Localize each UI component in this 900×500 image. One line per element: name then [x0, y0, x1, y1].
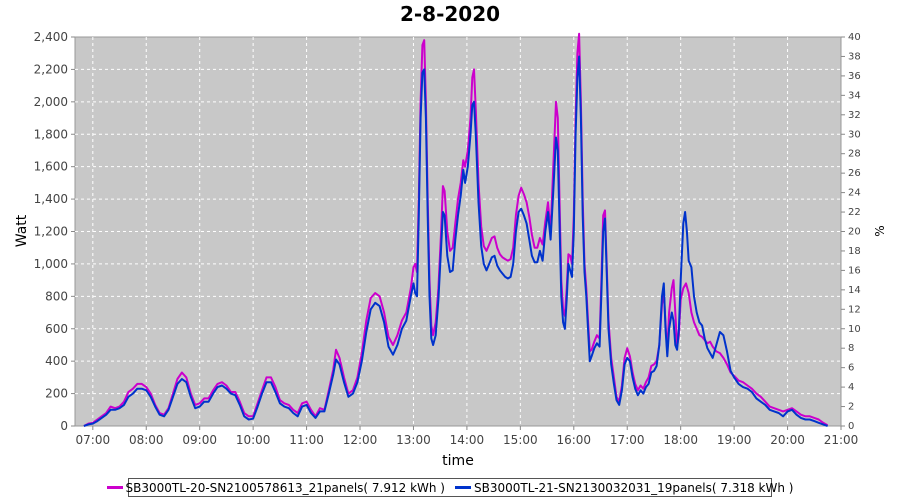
y2-tick-label: 12 — [848, 304, 861, 315]
y2-tick-label: 36 — [848, 71, 861, 82]
legend-item-series-1: SB3000TL-20-SN2100578613_21panels( 7.912… — [106, 480, 445, 495]
legend-label-series-2: SB3000TL-21-SN2130032031_19panels( 7.318… — [474, 480, 794, 495]
axis-layer: 02004006008001,0001,2001,4001,6001,8002,… — [34, 30, 861, 447]
y-tick-label: 1,000 — [34, 257, 68, 271]
chart-title: 2-8-2020 — [399, 2, 501, 26]
x-tick-label: 20:00 — [770, 433, 805, 447]
y2-tick-label: 40 — [848, 32, 861, 43]
x-tick-label: 11:00 — [289, 433, 324, 447]
y2-tick-label: 14 — [848, 285, 861, 296]
x-tick-label: 21:00 — [824, 433, 859, 447]
y2-tick-label: 20 — [848, 227, 861, 238]
legend-item-series-2: SB3000TL-21-SN2130032031_19panels( 7.318… — [455, 481, 793, 495]
y-tick-label: 0 — [60, 419, 68, 433]
legend-label-series-1: SB3000TL-20-SN2100578613_21panels( 7.912… — [125, 480, 445, 495]
y2-tick-label: 34 — [848, 90, 861, 101]
x-tick-label: 16:00 — [556, 433, 591, 447]
y-tick-label: 2,200 — [34, 62, 68, 76]
chart-canvas: 02004006008001,0001,2001,4001,6001,8002,… — [14, 30, 887, 469]
y-tick-label: 400 — [45, 354, 68, 368]
y2-tick-label: 30 — [848, 129, 861, 140]
y-tick-label: 600 — [45, 322, 68, 336]
x-axis-title: time — [442, 453, 474, 469]
legend: SB3000TL-20-SN2100578613_21panels( 7.912… — [106, 478, 793, 497]
x-tick-label: 15:00 — [503, 433, 538, 447]
y2-axis-title: % — [873, 225, 887, 236]
y2-tick-label: 2 — [848, 402, 854, 413]
x-tick-label: 08:00 — [129, 433, 164, 447]
y2-tick-label: 32 — [848, 110, 861, 121]
y-tick-label: 1,600 — [34, 160, 68, 174]
y2-tick-label: 4 — [848, 382, 854, 393]
y2-tick-label: 0 — [848, 421, 854, 432]
x-tick-label: 07:00 — [76, 433, 111, 447]
y-tick-label: 1,400 — [34, 192, 68, 206]
legend-swatch-series-2 — [455, 486, 471, 489]
y2-tick-label: 8 — [848, 343, 854, 354]
y2-tick-label: 28 — [848, 149, 861, 160]
y2-tick-label: 16 — [848, 265, 861, 276]
series-line-2 — [83, 55, 828, 427]
series-layer — [83, 32, 829, 427]
x-tick-label: 09:00 — [182, 433, 217, 447]
y2-tick-label: 24 — [848, 188, 861, 199]
x-tick-label: 17:00 — [610, 433, 645, 447]
legend-swatch-series-1 — [106, 486, 123, 489]
x-tick-label: 13:00 — [396, 433, 431, 447]
y-tick-label: 2,400 — [34, 30, 68, 44]
y-tick-label: 2,000 — [34, 95, 68, 109]
x-tick-label: 14:00 — [450, 433, 485, 447]
x-tick-label: 18:00 — [663, 433, 698, 447]
y2-tick-label: 38 — [848, 51, 861, 62]
grid-lines — [75, 37, 841, 426]
y2-tick-label: 22 — [848, 207, 861, 218]
y-tick-label: 800 — [45, 289, 68, 303]
y2-tick-label: 26 — [848, 168, 861, 179]
y2-tick-label: 18 — [848, 246, 861, 257]
x-tick-label: 10:00 — [236, 433, 271, 447]
y-axis-title: Watt — [14, 214, 30, 247]
y2-tick-label: 10 — [848, 324, 861, 335]
x-tick-label: 12:00 — [343, 433, 378, 447]
y-tick-label: 1,200 — [34, 225, 68, 239]
y-tick-label: 1,800 — [34, 127, 68, 141]
y-tick-label: 200 — [45, 387, 68, 401]
x-tick-label: 19:00 — [717, 433, 752, 447]
y2-tick-label: 6 — [848, 363, 854, 374]
